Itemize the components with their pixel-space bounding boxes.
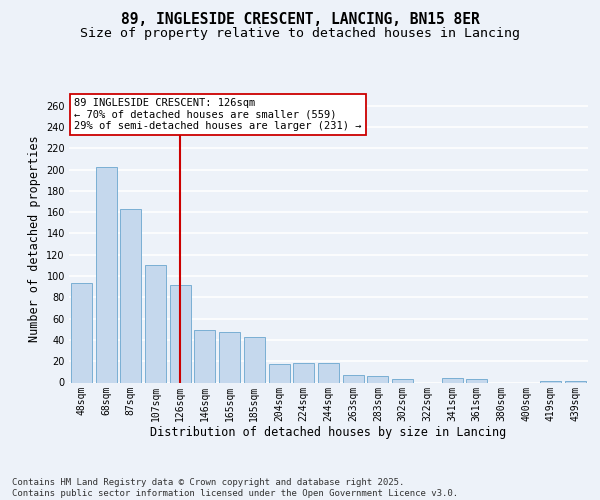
Bar bbox=[466, 380, 487, 382]
Y-axis label: Number of detached properties: Number of detached properties bbox=[28, 136, 41, 342]
Bar bbox=[120, 209, 141, 382]
Bar bbox=[343, 375, 364, 382]
Bar bbox=[71, 284, 92, 382]
Bar bbox=[194, 330, 215, 382]
X-axis label: Distribution of detached houses by size in Lancing: Distribution of detached houses by size … bbox=[151, 426, 506, 439]
Bar bbox=[442, 378, 463, 382]
Bar bbox=[318, 364, 339, 382]
Text: Size of property relative to detached houses in Lancing: Size of property relative to detached ho… bbox=[80, 28, 520, 40]
Bar bbox=[145, 266, 166, 382]
Bar bbox=[269, 364, 290, 382]
Bar bbox=[244, 336, 265, 382]
Bar bbox=[392, 380, 413, 382]
Text: 89, INGLESIDE CRESCENT, LANCING, BN15 8ER: 89, INGLESIDE CRESCENT, LANCING, BN15 8E… bbox=[121, 12, 479, 28]
Bar bbox=[95, 168, 116, 382]
Text: Contains HM Land Registry data © Crown copyright and database right 2025.
Contai: Contains HM Land Registry data © Crown c… bbox=[12, 478, 458, 498]
Text: 89 INGLESIDE CRESCENT: 126sqm
← 70% of detached houses are smaller (559)
29% of : 89 INGLESIDE CRESCENT: 126sqm ← 70% of d… bbox=[74, 98, 362, 131]
Bar bbox=[293, 364, 314, 382]
Bar bbox=[170, 284, 191, 382]
Bar bbox=[367, 376, 388, 382]
Bar bbox=[219, 332, 240, 382]
